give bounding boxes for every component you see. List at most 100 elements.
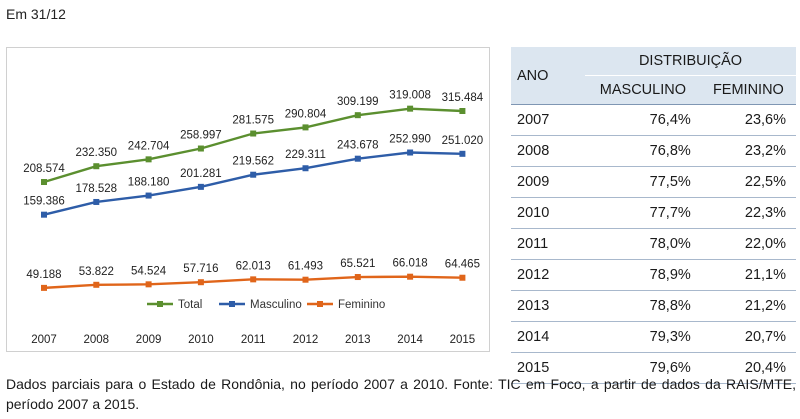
- data-point: [93, 198, 100, 205]
- data-point: [459, 107, 466, 114]
- col-header-distribution: DISTRIBUIÇÃO: [585, 47, 796, 76]
- table-row: 2013 78,8% 21,2%: [511, 290, 796, 322]
- cell-male: 77,7%: [585, 197, 701, 229]
- cell-year: 2009: [511, 166, 585, 198]
- data-point: [302, 276, 309, 283]
- table-row: 2011 78,0% 22,0%: [511, 228, 796, 260]
- data-point: [197, 183, 204, 190]
- data-point: [302, 165, 309, 172]
- data-point: [41, 179, 47, 186]
- data-point: [197, 279, 204, 286]
- data-label: 49.188: [26, 269, 61, 281]
- data-label: 188.180: [128, 177, 170, 189]
- cell-male: 78,0%: [585, 228, 701, 260]
- cell-female: 22,0%: [700, 228, 796, 260]
- data-point: [41, 284, 47, 291]
- data-point: [407, 105, 414, 112]
- table-row: 2007 76,4% 23,6%: [511, 104, 796, 136]
- data-label: 252.990: [389, 134, 431, 146]
- cell-female: 23,6%: [700, 104, 796, 136]
- legend-label: Feminino: [338, 299, 385, 311]
- data-label: 242.704: [128, 140, 170, 152]
- table-row: 2009 77,5% 22,5%: [511, 166, 796, 198]
- x-tick-label: 2011: [241, 334, 266, 346]
- cell-year: 2008: [511, 135, 585, 167]
- data-point: [302, 124, 309, 131]
- cell-female: 23,2%: [700, 135, 796, 167]
- table-row: 2014 79,3% 20,7%: [511, 321, 796, 353]
- data-label: 62.013: [236, 260, 271, 272]
- data-point: [93, 281, 100, 288]
- x-tick-label: 2015: [450, 334, 476, 346]
- legend-marker: [229, 301, 235, 307]
- data-point: [93, 163, 100, 170]
- cell-male: 79,3%: [585, 321, 701, 353]
- cell-year: 2011: [511, 228, 585, 260]
- data-label: 159.386: [23, 196, 65, 208]
- data-point: [354, 112, 361, 119]
- cell-year: 2012: [511, 259, 585, 291]
- data-label: 54.524: [131, 265, 167, 277]
- x-tick-label: 2012: [293, 334, 319, 346]
- table-row: 2012 78,9% 21,1%: [511, 259, 796, 291]
- cell-male: 78,8%: [585, 290, 701, 322]
- cell-year: 2007: [511, 104, 585, 136]
- legend-marker: [317, 301, 323, 307]
- legend-label: Masculino: [250, 299, 302, 311]
- data-label: 201.281: [180, 168, 222, 180]
- data-label: 258.997: [180, 130, 222, 142]
- data-point: [145, 156, 152, 163]
- page-heading: Em 31/12: [6, 6, 66, 22]
- legend-label: Total: [178, 299, 202, 311]
- cell-male: 79,6%: [585, 352, 701, 384]
- cell-male: 77,5%: [585, 166, 701, 198]
- data-point: [407, 273, 414, 280]
- cell-female: 20,7%: [700, 321, 796, 353]
- x-tick-label: 2008: [84, 334, 110, 346]
- cell-year: 2015: [511, 352, 585, 384]
- footnote: Dados parciais para o Estado de Rondônia…: [6, 376, 796, 412]
- data-label: 290.804: [285, 108, 327, 120]
- data-point: [250, 276, 257, 283]
- data-label: 66.018: [393, 258, 428, 270]
- cell-male: 76,8%: [585, 135, 701, 167]
- col-header-male: MASCULINO: [585, 75, 701, 105]
- x-tick-label: 2010: [188, 334, 214, 346]
- cell-year: 2010: [511, 197, 585, 229]
- line-chart-svg: 2007 2008 2009 2010 2011 2012 2013 2014 2015 208.…: [23, 90, 484, 346]
- data-point: [354, 155, 361, 162]
- col-header-year: ANO: [511, 47, 585, 105]
- data-label: 57.716: [183, 263, 218, 275]
- data-point: [459, 150, 466, 157]
- data-point: [354, 274, 361, 281]
- data-point: [250, 171, 257, 178]
- legend-marker: [157, 301, 163, 307]
- col-header-female: FEMININO: [700, 75, 796, 105]
- data-point: [41, 211, 47, 218]
- data-point: [145, 281, 152, 288]
- data-point: [197, 145, 204, 152]
- cell-year: 2013: [511, 290, 585, 322]
- data-label: 208.574: [23, 163, 65, 175]
- data-label: 315.484: [442, 92, 484, 104]
- cell-male: 78,9%: [585, 259, 701, 291]
- table-row: 2008 76,8% 23,2%: [511, 135, 796, 167]
- x-tick-label: 2014: [397, 334, 423, 346]
- cell-female: 22,5%: [700, 166, 796, 198]
- data-label: 178.528: [76, 183, 118, 195]
- cell-female: 21,2%: [700, 290, 796, 322]
- data-label: 232.350: [76, 147, 118, 159]
- data-point: [459, 274, 466, 281]
- cell-female: 21,1%: [700, 259, 796, 291]
- cell-year: 2014: [511, 321, 585, 353]
- data-label: 319.008: [389, 90, 431, 102]
- x-tick-label: 2007: [31, 334, 57, 346]
- data-label: 65.521: [340, 258, 375, 270]
- data-label: 243.678: [337, 140, 379, 152]
- cell-female: 20,4%: [700, 352, 796, 384]
- table-row: 2015 79,6% 20,4%: [511, 352, 796, 384]
- data-label: 53.822: [79, 266, 114, 278]
- cell-male: 76,4%: [585, 104, 701, 136]
- data-point: [250, 130, 257, 137]
- data-label: 61.493: [288, 261, 323, 273]
